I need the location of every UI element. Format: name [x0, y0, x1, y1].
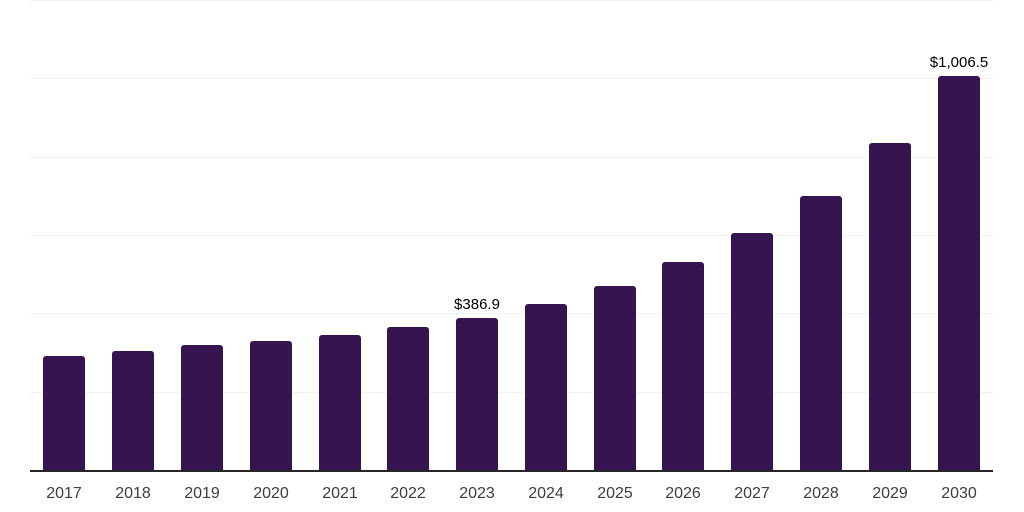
bar-2024[interactable]	[525, 304, 567, 470]
bar-2021[interactable]	[319, 335, 361, 470]
bar-2022[interactable]	[387, 327, 429, 470]
x-tick-label-2017: 2017	[46, 485, 82, 502]
x-axis-line	[30, 470, 993, 472]
bar-2017[interactable]	[43, 356, 85, 470]
gridline	[30, 392, 993, 393]
x-tick-label-2024: 2024	[528, 485, 564, 502]
bar-2020[interactable]	[250, 341, 292, 470]
x-tick-label-2021: 2021	[322, 485, 358, 502]
x-tick-label-2025: 2025	[597, 485, 633, 502]
bar-2025[interactable]	[594, 286, 636, 470]
bar-2026[interactable]	[662, 262, 704, 470]
bar-2019[interactable]	[181, 345, 223, 470]
x-tick-label-2028: 2028	[803, 485, 839, 502]
bar-2029[interactable]	[869, 143, 911, 470]
gridline	[30, 235, 993, 236]
x-tick-label-2022: 2022	[390, 485, 426, 502]
gridline	[30, 0, 993, 1]
bar-2027[interactable]	[731, 233, 773, 470]
x-tick-label-2027: 2027	[734, 485, 770, 502]
data-label-2023: $386.9	[454, 296, 500, 313]
gridline	[30, 313, 993, 314]
data-label-2030: $1,006.5	[929, 54, 989, 71]
x-tick-label-2030: 2030	[941, 485, 977, 502]
x-tick-label-2023: 2023	[459, 485, 495, 502]
x-tick-label-2019: 2019	[184, 485, 220, 502]
x-tick-label-2020: 2020	[253, 485, 289, 502]
bar-2028[interactable]	[800, 196, 842, 470]
bar-2023[interactable]	[456, 318, 498, 470]
x-tick-label-2026: 2026	[665, 485, 701, 502]
gridline	[30, 78, 993, 79]
bar-2030[interactable]	[938, 76, 980, 470]
x-tick-label-2029: 2029	[872, 485, 908, 502]
gridline	[30, 157, 993, 158]
bar-2018[interactable]	[112, 351, 154, 470]
x-tick-label-2018: 2018	[115, 485, 151, 502]
